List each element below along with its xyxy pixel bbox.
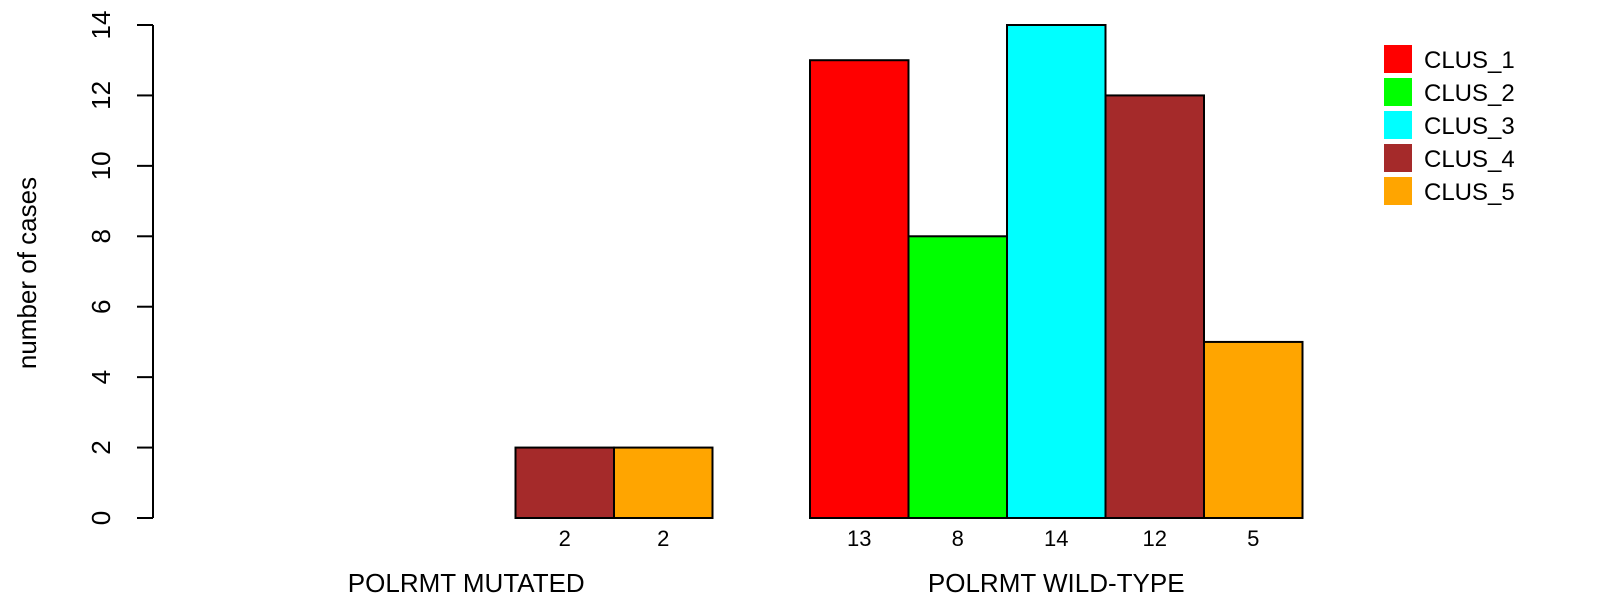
legend-swatch [1384,45,1412,73]
legend-label: CLUS_4 [1424,146,1515,173]
bar-count-label: 2 [657,526,669,551]
bar-count-label: 5 [1247,526,1259,551]
bar-count-label: 8 [952,526,964,551]
y-tick-label: 4 [86,370,116,384]
y-tick-label: 14 [86,11,116,40]
y-tick-label: 8 [86,229,116,243]
y-tick-label: 12 [86,81,116,110]
legend: CLUS_1 CLUS_2 CLUS_3 CLUS_4 CLUS_5 [1384,45,1515,206]
legend-label: CLUS_2 [1424,80,1515,107]
y-tick-label: 6 [86,299,116,313]
bar-count-label: 2 [559,526,571,551]
legend-swatch [1384,144,1412,172]
bar [809,59,910,519]
legend-label: CLUS_3 [1424,113,1515,140]
group-label: POLRMT WILD-TYPE [928,568,1185,598]
bar [1203,340,1304,519]
y-tick-label: 0 [86,511,116,525]
bar-count-label: 12 [1143,526,1167,551]
legend-swatch [1384,78,1412,106]
legend-label: CLUS_1 [1424,47,1515,74]
y-tick-label: 2 [86,440,116,454]
bars [514,24,1304,520]
legend-swatch [1384,111,1412,139]
bar-count-label: 14 [1044,526,1068,551]
bar [514,446,615,520]
bar [1006,24,1107,519]
bar [907,235,1008,520]
legend-swatch [1384,177,1412,205]
bar [613,446,714,520]
y-axis: 0 2 4 6 8 10 12 14 [86,11,154,525]
y-axis-label: number of cases [12,177,42,369]
group-label: POLRMT MUTATED [348,568,585,598]
legend-label: CLUS_5 [1424,179,1515,206]
bar [1104,94,1205,520]
y-tick-label: 10 [86,151,116,180]
group-labels: POLRMT MUTATED POLRMT WILD-TYPE [348,568,1185,598]
bar-count-label: 13 [847,526,871,551]
count-labels: 2 2 13 8 14 12 5 [559,526,1260,551]
